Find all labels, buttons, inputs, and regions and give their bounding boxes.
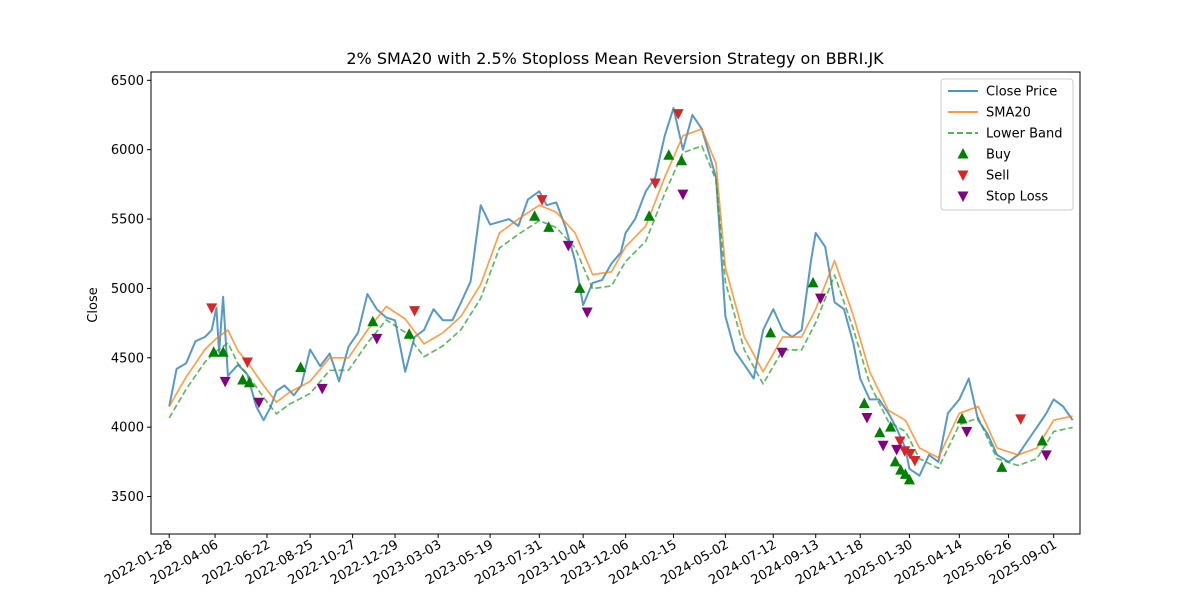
sell-marker [1015, 414, 1027, 425]
buy-marker [529, 210, 541, 221]
buy-marker [1036, 435, 1048, 446]
stop-loss-marker [371, 333, 383, 345]
stop-loss-marker [562, 240, 574, 252]
stop-loss-marker [814, 293, 826, 305]
legend: Close Price SMA20 Lower Band Buy Sell Stop Lo… [940, 78, 1074, 211]
stop-loss-marker [219, 376, 231, 388]
plot-area [168, 107, 1074, 485]
stop-loss-marker [961, 426, 973, 438]
legend-sell-swatch [957, 170, 969, 181]
sell-marker [649, 178, 661, 189]
y-tick-label: 6000 [111, 143, 144, 158]
buy-marker [956, 412, 968, 424]
lower-band-line [168, 145, 1073, 470]
buy-marker [996, 461, 1008, 472]
sell-marker [899, 446, 911, 457]
y-tick-label: 5000 [111, 282, 144, 297]
plot-inner [168, 107, 1074, 485]
buy-marker [858, 397, 870, 409]
legend-close-price-label: Close Price [986, 85, 1057, 100]
stop-loss-marker [316, 383, 328, 395]
buy-marker [663, 149, 675, 160]
buy-marker [367, 315, 379, 327]
stop-loss-marker [877, 440, 889, 452]
buy-marker [217, 346, 229, 357]
legend-lower-band-label: Lower Band [986, 127, 1062, 142]
legend-sma20-label: SMA20 [986, 106, 1031, 121]
buy-marker [403, 328, 415, 339]
buy-marker [574, 282, 586, 293]
sell-marker [206, 303, 218, 314]
buy-marker [807, 276, 819, 288]
sma20-line [168, 128, 1073, 459]
sell-marker [409, 306, 421, 317]
legend-sell-label: Sell [986, 169, 1009, 184]
stop-loss-marker [776, 347, 788, 359]
axes-frame [150, 71, 1081, 535]
legend-buy-swatch [957, 148, 969, 159]
y-tick-label: 3500 [111, 490, 144, 505]
buy-marker [903, 473, 915, 485]
sell-marker [672, 109, 684, 120]
buy-marker [237, 374, 249, 385]
buy-marker [676, 154, 688, 166]
buy-marker [885, 421, 897, 432]
buy-marker [765, 326, 777, 338]
y-axis-label: Close [86, 287, 101, 322]
sell-marker [241, 357, 253, 368]
legend-stop-loss-label: Stop Loss [986, 190, 1048, 205]
sell-marker [904, 449, 916, 460]
legend-stop-loss-swatch [957, 191, 969, 202]
sell-marker [536, 195, 548, 206]
y-tick-label: 4500 [111, 351, 144, 366]
stop-loss-marker [253, 397, 265, 409]
y-tick-label: 5500 [111, 213, 144, 228]
buy-marker [295, 361, 307, 373]
stop-loss-marker [861, 412, 873, 424]
stop-loss-marker [1040, 450, 1052, 461]
buy-marker [895, 464, 907, 475]
sell-marker [909, 455, 921, 467]
y-tick-label: 6500 [111, 74, 144, 89]
buy-marker [899, 468, 911, 479]
y-tick-label: 4000 [111, 421, 144, 436]
buy-marker [643, 210, 655, 221]
stop-loss-marker [677, 189, 689, 201]
stop-loss-marker [891, 444, 903, 456]
buy-marker [889, 455, 901, 467]
buy-marker [243, 376, 255, 388]
sell-marker [894, 436, 906, 448]
legend-buy-label: Buy [986, 148, 1011, 163]
stop-loss-marker [581, 307, 593, 319]
buy-marker [874, 426, 886, 438]
chart-title: 2% SMA20 with 2.5% Stoploss Mean Reversi… [346, 49, 884, 68]
buy-marker [543, 221, 555, 232]
buy-marker [208, 346, 220, 357]
